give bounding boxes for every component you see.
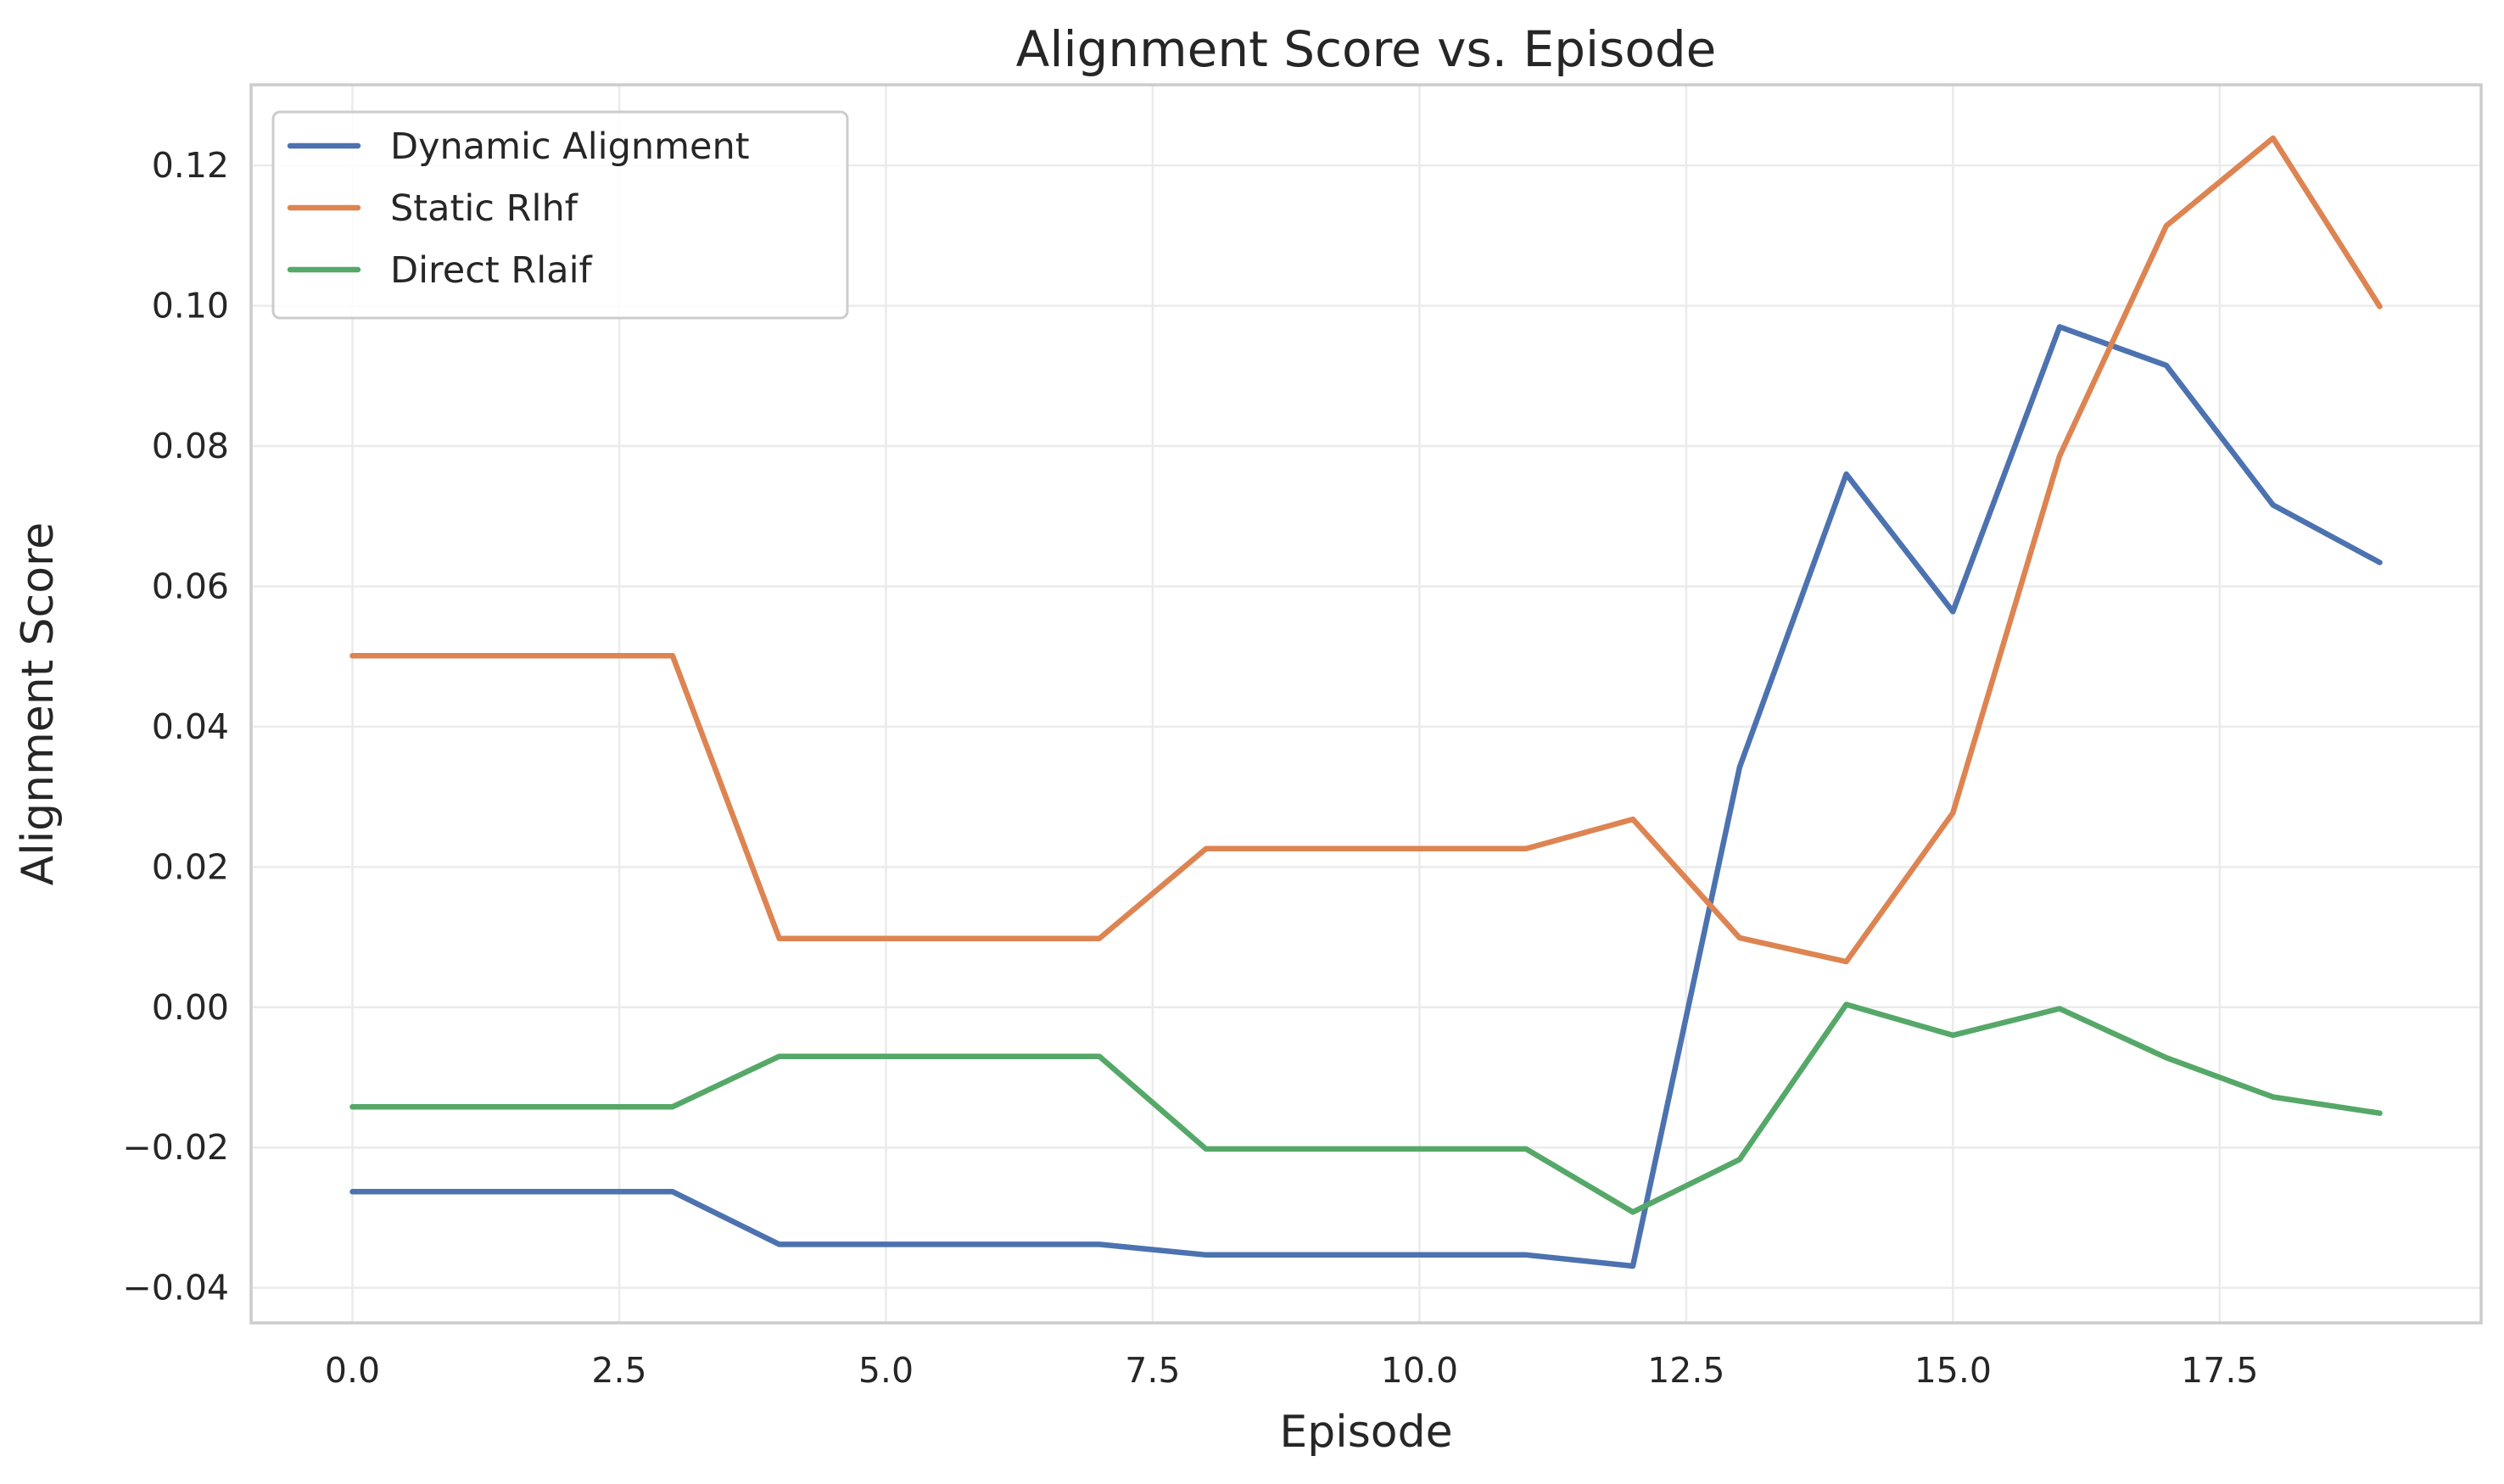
x-tick-label: 2.5 (591, 1350, 646, 1391)
series-layer (349, 135, 2383, 1269)
series-line-static-rlhf (349, 135, 2383, 965)
legend-box (271, 110, 849, 320)
x-tick-label: 0.0 (325, 1350, 380, 1391)
y-tick-label: 0.12 (152, 145, 229, 186)
x-tick-label: 17.5 (2181, 1350, 2258, 1391)
grid-layer (251, 85, 2481, 1323)
plot-frame (249, 83, 2483, 1325)
legend-label-dynamic-alignment: Dynamic Alignment (390, 126, 750, 168)
series-line-direct-rlaif (349, 1001, 2383, 1215)
y-axis-label: Alignment Score (13, 522, 64, 886)
y-tick-label: 0.02 (152, 846, 229, 887)
y-tick-label: 0.06 (152, 566, 229, 606)
y-tick-label: 0.08 (152, 426, 229, 466)
series-line-dynamic-alignment (349, 324, 2383, 1269)
legend: Dynamic Alignment Static Rlhf Direct Rlaif (271, 110, 849, 320)
chart-title: Alignment Score vs. Episode (1016, 20, 1717, 78)
x-tick-label: 15.0 (1914, 1350, 1992, 1391)
x-tick-label: 5.0 (858, 1350, 914, 1391)
tick-layer: 0.0 2.5 5.0 7.5 10.0 12.5 15.0 17.5 −0.04 −0.02 0.… (122, 145, 2258, 1391)
y-tick-label: 0.00 (152, 987, 229, 1028)
legend-label-direct-rlaif: Direct Rlaif (390, 249, 593, 292)
y-tick-label: 0.10 (152, 286, 229, 326)
x-axis-label: Episode (1279, 1407, 1452, 1458)
legend-label-static-rlhf: Static Rlhf (390, 187, 578, 230)
x-tick-label: 12.5 (1647, 1350, 1724, 1391)
y-tick-label: −0.04 (122, 1268, 229, 1308)
x-tick-label: 7.5 (1125, 1350, 1180, 1391)
y-tick-label: 0.04 (152, 706, 229, 747)
x-tick-label: 10.0 (1381, 1350, 1458, 1391)
y-tick-label: −0.02 (122, 1127, 229, 1168)
